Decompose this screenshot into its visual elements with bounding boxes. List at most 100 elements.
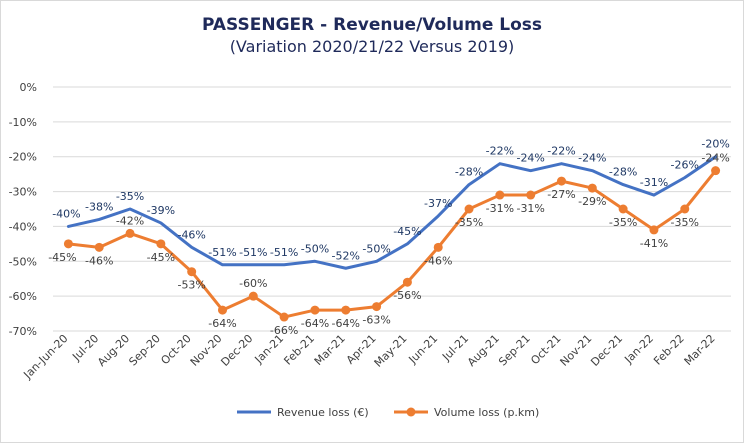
volume-loss-point <box>464 204 474 214</box>
volume-loss-point <box>248 291 258 301</box>
revenue-data-label: -38% <box>85 200 113 213</box>
revenue-data-label: -22% <box>547 145 575 158</box>
volume-loss-point <box>310 305 320 315</box>
x-tick-label: Sep-20 <box>126 332 163 369</box>
volume-data-label: -35% <box>671 216 699 229</box>
volume-loss-line <box>66 169 718 319</box>
x-tick-label: Jan-Jun-20 <box>21 332 71 382</box>
chart-title: PASSENGER - Revenue/Volume Loss <box>201 15 543 35</box>
volume-data-label: -46% <box>85 254 113 267</box>
volume-data-label: -63% <box>362 314 390 327</box>
revenue-data-label: -45% <box>393 225 421 238</box>
revenue-data-label: -20% <box>701 138 729 151</box>
legend-volume-label: Volume loss (p.km) <box>434 406 539 419</box>
volume-data-label: -35% <box>609 216 637 229</box>
volume-loss-point <box>433 242 443 252</box>
x-tick-label: Feb-22 <box>651 332 687 368</box>
volume-loss-point <box>495 190 505 200</box>
x-tick-label: Jan-21 <box>252 332 287 367</box>
x-tick-label: Oct-20 <box>158 332 193 367</box>
revenue-data-label: -22% <box>486 145 514 158</box>
volume-data-label: -64% <box>332 317 360 330</box>
y-tick-label: -10% <box>9 116 37 129</box>
x-tick-label: Dec-20 <box>218 332 255 369</box>
volume-data-label: -41% <box>640 237 668 250</box>
volume-loss-point <box>557 176 566 186</box>
chart-subtitle: (Variation 2020/21/22 Versus 2019) <box>229 37 515 56</box>
volume-loss-point <box>341 305 351 315</box>
volume-loss-point <box>680 204 690 214</box>
y-tick-label: -60% <box>9 290 37 303</box>
volume-data-label: -46% <box>424 254 452 267</box>
legend-revenue-label: Revenue loss (€) <box>277 406 369 419</box>
revenue-data-label: -50% <box>362 242 390 255</box>
volume-data-label: -42% <box>116 214 144 227</box>
revenue-data-label: -51% <box>208 246 236 259</box>
volume-data-label: -24% <box>701 152 729 165</box>
volume-loss-point <box>125 228 135 238</box>
revenue-data-label: -51% <box>239 246 267 259</box>
revenue-data-label: -35% <box>116 190 144 203</box>
x-tick-label: Jan-22 <box>621 332 656 367</box>
volume-data-label: -66% <box>270 324 298 337</box>
x-tick-label: Jun-21 <box>406 332 441 367</box>
revenue-data-label: -24% <box>516 152 544 165</box>
volume-loss-point <box>711 166 721 176</box>
volume-loss-point <box>618 204 628 214</box>
volume-loss-point <box>63 239 73 249</box>
x-tick-label: Nov-21 <box>558 332 595 369</box>
volume-loss-point <box>372 302 382 312</box>
x-tick-label: Feb-21 <box>281 332 317 368</box>
x-tick-label: Aug-21 <box>465 332 502 369</box>
legend-volume-marker <box>406 407 416 417</box>
x-tick-label: Mar-22 <box>682 332 718 368</box>
volume-loss-point <box>187 267 197 277</box>
y-tick-label: -40% <box>9 220 37 233</box>
volume-loss-point <box>156 239 166 249</box>
volume-data-label: -60% <box>239 277 267 290</box>
revenue-data-label: -37% <box>424 197 452 210</box>
volume-data-label: -45% <box>147 251 175 264</box>
volume-loss-point <box>94 242 104 252</box>
revenue-data-label: -28% <box>609 166 637 179</box>
volume-loss-point <box>587 183 597 193</box>
volume-data-label: -29% <box>578 195 606 208</box>
revenue-loss-line <box>66 155 718 270</box>
volume-data-label: -45% <box>48 251 76 264</box>
revenue-data-label: -31% <box>640 176 668 189</box>
revenue-data-label: -39% <box>147 204 175 217</box>
volume-data-label: -31% <box>486 202 514 215</box>
y-tick-label: -20% <box>9 151 37 164</box>
volume-loss-point <box>526 190 536 200</box>
revenue-data-label: -28% <box>455 166 483 179</box>
y-tick-label: 0% <box>20 81 37 94</box>
x-tick-label: Sep-21 <box>496 332 533 369</box>
revenue-data-label: -24% <box>578 152 606 165</box>
volume-data-label: -53% <box>177 279 205 292</box>
volume-data-label: -31% <box>516 202 544 215</box>
revenue-data-label: -52% <box>332 249 360 262</box>
volume-loss-point <box>279 312 289 322</box>
x-tick-label: May-21 <box>372 332 410 370</box>
volume-data-label: -27% <box>547 188 575 201</box>
volume-data-label: -56% <box>393 289 421 302</box>
revenue-data-label: -26% <box>671 159 699 172</box>
revenue-data-label: -40% <box>52 207 80 220</box>
y-tick-label: -30% <box>9 186 37 199</box>
revenue-data-label: -46% <box>177 228 205 241</box>
volume-data-label: -64% <box>301 317 329 330</box>
volume-data-label: -64% <box>208 317 236 330</box>
revenue-data-label: -51% <box>270 246 298 259</box>
volume-loss-point <box>649 225 659 235</box>
x-tick-label: Mar-21 <box>312 332 348 368</box>
x-tick-label: Dec-21 <box>588 332 625 369</box>
x-tick-label: Nov-20 <box>188 332 225 369</box>
volume-data-label: -35% <box>455 216 483 229</box>
volume-loss-point <box>402 277 412 287</box>
y-tick-label: -50% <box>9 255 37 268</box>
x-tick-label: Aug-20 <box>95 332 132 369</box>
revenue-data-label: -50% <box>301 242 329 255</box>
x-tick-label: Oct-21 <box>528 332 563 367</box>
